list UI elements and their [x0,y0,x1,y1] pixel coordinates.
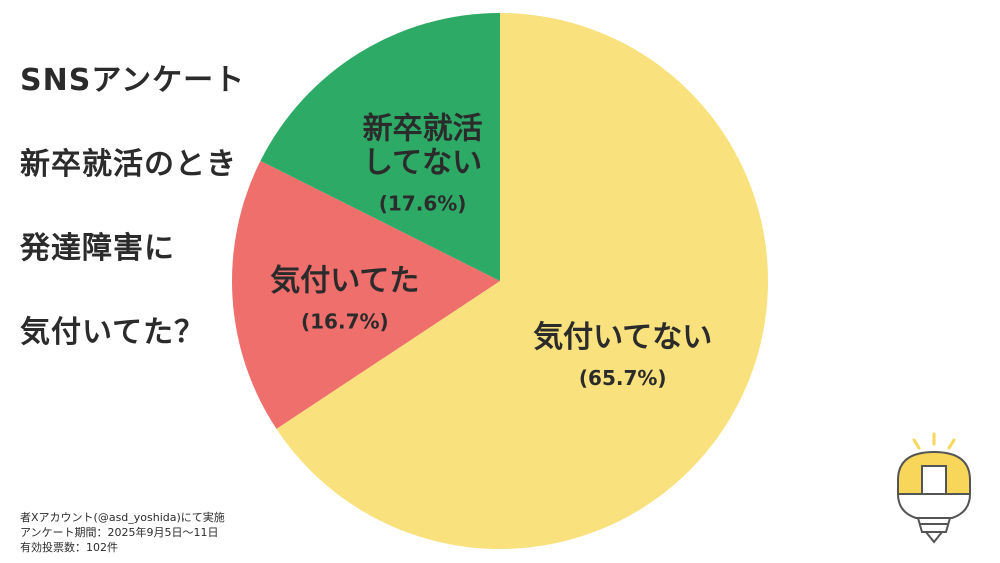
pie-slice-2 [260,13,500,281]
slice-percent-0: (65.7%) [579,366,667,390]
chart-title: SNSアンケート 新卒就活のとき 発達障害に 気付いてた？ [20,18,260,396]
slice-label-2-1: してない [363,146,482,181]
footnote-votes: 有効投票数：102件 [20,541,118,554]
title-line-3: 発達障害に [20,231,175,266]
survey-footnote: 者Xアカウント(@asd_yoshida)にて実施 アンケート期間：2025年9… [20,510,225,555]
slice-label-0-0: 気付いてない [533,320,712,355]
slice-percent-2: (17.6%) [379,192,467,216]
footnote-period: アンケート期間：2025年9月5日〜11日 [20,526,219,539]
slice-percent-1: (16.7%) [301,309,389,333]
footnote-source: 者Xアカウント(@asd_yoshida)にて実施 [20,511,225,524]
pie-slice-1 [232,160,500,429]
slice-label-2-0: 新卒就活 [363,112,483,147]
pie-slice-0 [276,13,768,549]
title-line-2: 新卒就活のとき [20,147,237,182]
lightbulb-logo-icon [888,432,980,556]
title-line-4: 気付いてた？ [20,315,206,350]
title-line-1: SNSアンケート [20,63,246,98]
slice-label-1-0: 気付いてた [270,263,419,298]
